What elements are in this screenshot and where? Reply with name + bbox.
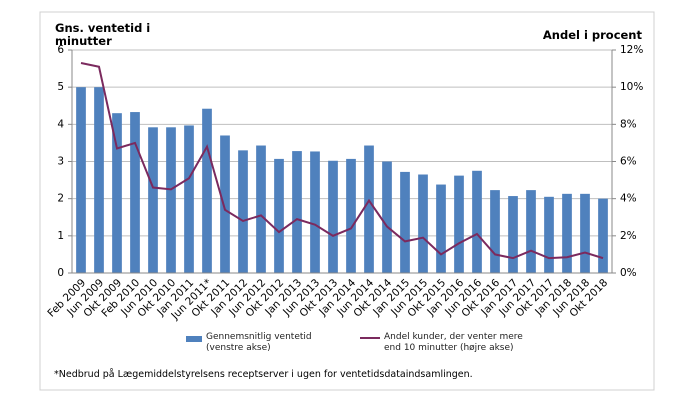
- bar: [76, 87, 86, 274]
- y2-tick-label: 0%: [620, 267, 637, 279]
- y-tick-label: 4: [57, 118, 64, 130]
- right-axis-title: Andel i procent: [542, 28, 642, 42]
- bar: [328, 160, 338, 273]
- bar: [490, 190, 500, 273]
- legend-label: Gennemsnitlig ventetid (venstre akse): [206, 332, 312, 353]
- bar: [364, 145, 374, 273]
- bar: [184, 125, 194, 273]
- y-tick-label: 5: [57, 81, 64, 93]
- y-tick-label: 6: [57, 44, 64, 56]
- bar: [544, 196, 554, 273]
- y2-tick-label: 10%: [620, 81, 643, 93]
- bar: [400, 171, 410, 273]
- y-tick-label: 0: [57, 267, 64, 279]
- bar: [202, 108, 212, 274]
- bar: [580, 193, 590, 273]
- bar: [292, 151, 302, 273]
- bar: [220, 135, 230, 273]
- line: [80, 62, 604, 260]
- y-tick-label: 1: [57, 230, 64, 242]
- bar: [382, 161, 392, 273]
- bar: [454, 175, 464, 273]
- bar: [472, 170, 482, 273]
- bar: [562, 193, 572, 273]
- bar: [148, 127, 158, 273]
- y2-tick-label: 4%: [620, 193, 637, 205]
- bar: [112, 113, 122, 273]
- bar: [436, 184, 446, 273]
- bar: [274, 158, 284, 273]
- bar: [418, 174, 428, 273]
- bar: [508, 196, 518, 273]
- y2-tick-label: 8%: [620, 118, 637, 130]
- bar: [598, 198, 608, 273]
- bar: [130, 112, 140, 274]
- y2-tick-label: 12%: [620, 44, 643, 56]
- frame: [39, 11, 655, 391]
- bar: [526, 190, 536, 273]
- y-tick-label: 2: [57, 193, 64, 205]
- y-tick-label: 3: [57, 156, 64, 168]
- left-axis-title: Gns. ventetid i minutter: [55, 21, 151, 48]
- bar: [346, 158, 356, 273]
- bar: [94, 87, 104, 274]
- legend-swatch: [186, 336, 202, 342]
- bar: [256, 145, 266, 273]
- bar: [238, 150, 248, 273]
- legend-label: Andel kunder, der venter mere end 10 min…: [384, 332, 523, 353]
- y2-tick-label: 6%: [620, 156, 637, 168]
- y2-tick-label: 2%: [620, 230, 637, 242]
- bar: [166, 127, 176, 273]
- bar: [310, 151, 320, 273]
- footnote: *Nedbrud på Lægemiddelstyrelsens recepts…: [54, 369, 473, 380]
